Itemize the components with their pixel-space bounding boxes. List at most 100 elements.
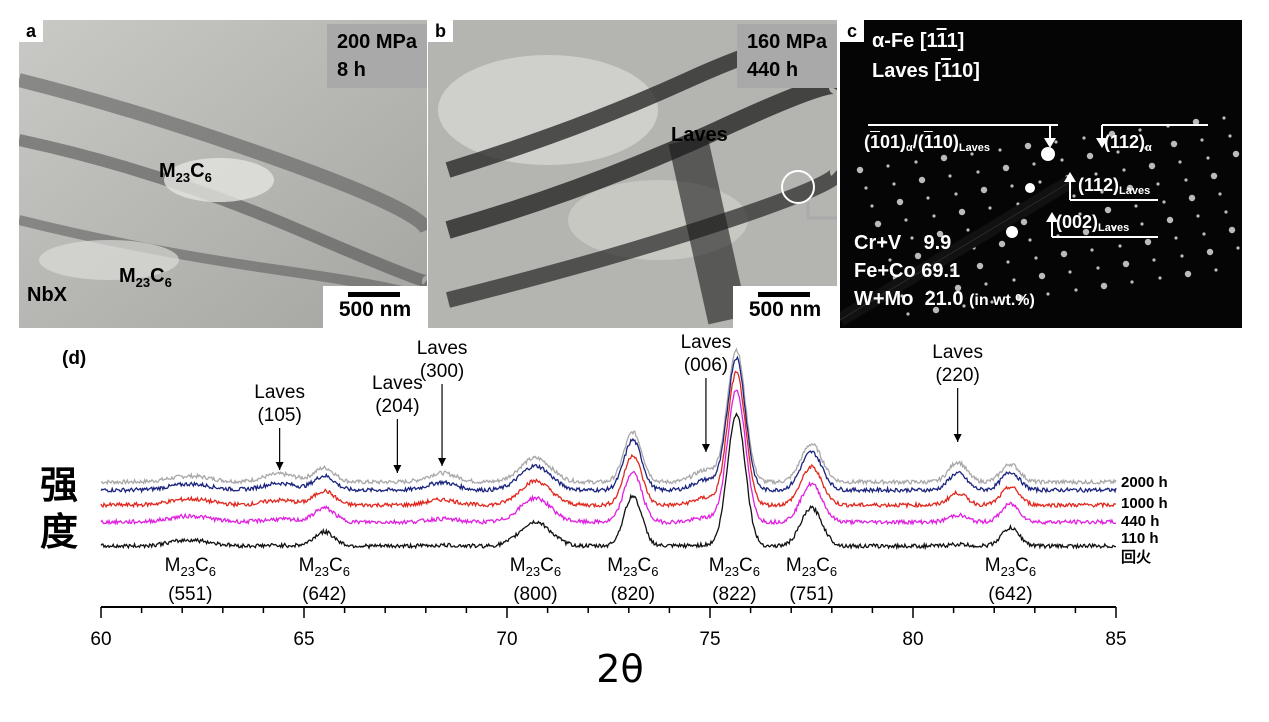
diffraction-spot xyxy=(932,306,940,314)
diffraction-spot xyxy=(1184,178,1188,182)
diffraction-spot xyxy=(1232,150,1240,158)
diffraction-spot xyxy=(1144,238,1152,246)
m23c6-label-5: M23C6 xyxy=(786,555,837,579)
diffraction-panel-c: c α-Fe [111] Laves [110] (101)α/(110)Lav… xyxy=(840,20,1242,328)
diffraction-spot xyxy=(1028,238,1032,242)
diffraction-spot xyxy=(1082,136,1086,140)
panel-a-scale-label: 500 nm xyxy=(338,298,412,321)
diffraction-spot xyxy=(1041,147,1055,161)
series-line-1 xyxy=(100,355,1117,495)
diffraction-spot xyxy=(958,208,966,216)
diffraction-spot xyxy=(932,214,936,218)
laves-hkl-1: (204) xyxy=(375,396,419,417)
diffraction-spot xyxy=(1228,226,1236,234)
diffraction-spot xyxy=(988,206,992,210)
panel-a-stress: 200 MPa xyxy=(336,31,417,53)
panel-a-phase-label-2: M23C6 xyxy=(119,265,172,290)
diffraction-spot xyxy=(906,312,910,316)
diffraction-spot xyxy=(1006,226,1018,238)
diffraction-spot xyxy=(1116,150,1120,154)
m23c6-hkl-6: (642) xyxy=(988,584,1032,605)
tem-panel-a: a 200 MPa 8 h M23C6 M23C6 NbX 500 nm xyxy=(19,20,427,328)
diffraction-spot xyxy=(1024,142,1032,150)
diffraction-spot xyxy=(874,220,882,228)
y-axis-label-2: 度 xyxy=(40,510,78,554)
diffraction-spot xyxy=(954,284,962,292)
diffraction-spot xyxy=(928,290,932,294)
diffraction-spot xyxy=(1218,192,1222,196)
x-tick-label-1: 65 xyxy=(293,629,314,650)
diffraction-spot xyxy=(918,176,926,184)
diffraction-spot xyxy=(1144,146,1148,150)
diffraction-spot xyxy=(1100,282,1108,290)
m23c6-hkl-3: (820) xyxy=(611,584,655,605)
diffraction-spot xyxy=(1012,278,1016,282)
diffraction-spot xyxy=(980,186,988,194)
diffraction-spot xyxy=(976,262,984,270)
panel-a-time: 8 h xyxy=(336,59,366,81)
diffraction-spot xyxy=(1130,280,1134,284)
diffraction-spot xyxy=(962,304,966,308)
laves-arrowhead-3 xyxy=(701,444,710,452)
panel-a-scale-bar: 500 nm xyxy=(323,286,427,328)
diffraction-spot xyxy=(1006,260,1010,264)
diffraction-spot xyxy=(1096,266,1100,270)
diffraction-spot xyxy=(1122,260,1130,268)
diffraction-spot xyxy=(1184,270,1192,278)
panel-a-phase-label-1: M23C6 xyxy=(159,160,212,185)
laves-label-4: Laves xyxy=(932,342,983,363)
diffraction-spot xyxy=(1078,212,1082,216)
panel-a-condition: 200 MPa 8 h xyxy=(326,24,427,88)
diffraction-spot xyxy=(954,192,958,196)
laves-arrowhead-4 xyxy=(953,434,962,442)
diffraction-spot xyxy=(998,240,1006,248)
x-axis: 60 65 70 75 80 85 xyxy=(90,606,1127,650)
diffraction-spot xyxy=(1038,180,1042,184)
diffraction-spot xyxy=(1214,268,1218,272)
diffraction-spot xyxy=(1134,204,1138,208)
laves-arrowhead-1 xyxy=(393,465,402,473)
m23c6-label-3: M23C6 xyxy=(607,555,658,579)
laves-arrowhead-2 xyxy=(438,458,447,466)
diffraction-spot xyxy=(984,282,988,286)
panel-d-tag: (d) xyxy=(62,348,86,369)
diffraction-spot xyxy=(940,154,948,162)
diffraction-spot xyxy=(914,160,918,164)
diffraction-spot xyxy=(1002,164,1010,172)
m23c6-label-6: M23C6 xyxy=(985,555,1036,579)
diffraction-spot xyxy=(1148,162,1156,170)
x-tick-label-5: 85 xyxy=(1105,629,1126,650)
panel-b-time: 440 h xyxy=(746,59,799,81)
diffraction-spot xyxy=(914,252,922,260)
diffraction-spot xyxy=(1020,218,1028,226)
diffraction-spot xyxy=(1025,183,1035,193)
m23c6-label-1: M23C6 xyxy=(299,555,350,579)
legend-label-4: 回火 xyxy=(1121,548,1152,566)
x-axis-title: 2θ xyxy=(596,647,643,691)
series-line-2 xyxy=(100,370,1117,510)
diffraction-spot xyxy=(1236,246,1240,250)
diffraction-spot xyxy=(888,258,892,262)
legend-label-2: 440 h xyxy=(1121,513,1159,530)
diffraction-spot xyxy=(1104,206,1112,214)
diffraction-spot xyxy=(900,294,904,298)
diffraction-spot xyxy=(1016,294,1024,302)
composition-cr-v: Cr+V 9.9 xyxy=(854,232,952,254)
diffraction-spot xyxy=(998,148,1002,152)
diffraction-spot xyxy=(1152,258,1156,262)
composition-w-mo: W+Mo 21.0 (in wt.%) xyxy=(854,288,1035,310)
diffraction-spot xyxy=(1188,194,1196,202)
diffraction-spot xyxy=(856,166,864,174)
y-axis-label-1: 强 xyxy=(40,463,78,507)
diffraction-spot xyxy=(976,170,980,174)
diffraction-spot xyxy=(1122,168,1126,172)
diffraction-spot xyxy=(904,218,908,222)
diffraction-spot xyxy=(926,196,930,200)
panel-b-scale-label: 500 nm xyxy=(748,298,822,321)
panel-c-tag: c xyxy=(840,20,865,42)
diffraction-spot xyxy=(1074,288,1078,292)
diffraction-spot xyxy=(1162,200,1166,204)
diffraction-spot xyxy=(1180,254,1184,258)
m23c6-annotations: M23C6 (551) M23C6 (642) M23C6 (800) M23C6 (820)… xyxy=(165,555,1036,605)
